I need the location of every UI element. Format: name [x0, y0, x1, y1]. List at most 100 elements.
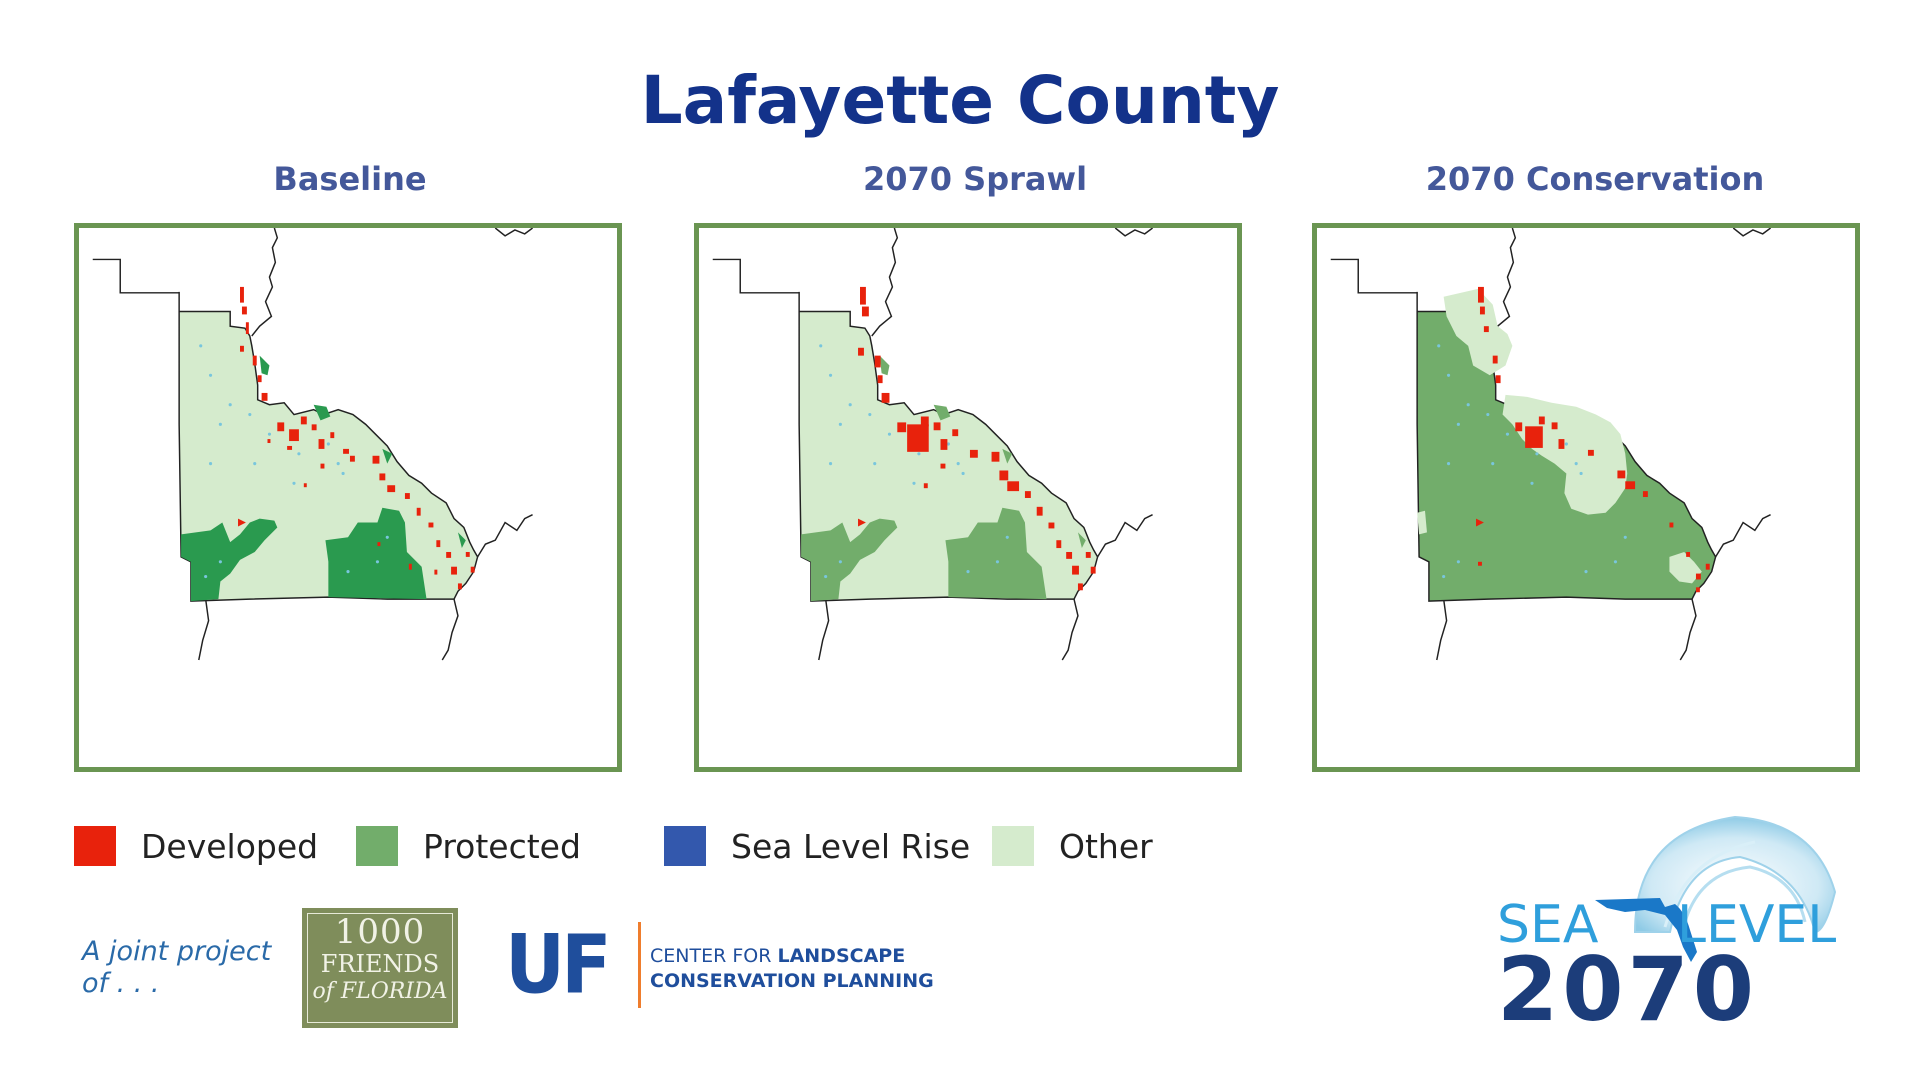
- water-feature: [248, 412, 252, 417]
- legend-developed: Developed: [74, 826, 318, 866]
- developed-area: [1625, 481, 1636, 490]
- developed-area: [907, 424, 929, 452]
- boundary-line: [1096, 514, 1153, 558]
- water-feature: [1446, 462, 1451, 466]
- other-land-area: [1443, 288, 1513, 376]
- developed-area: [287, 445, 293, 450]
- map-conservation-svg: [1330, 228, 1772, 661]
- county-map-group: [92, 228, 534, 661]
- water-feature: [966, 570, 970, 574]
- developed-area: [1515, 422, 1523, 432]
- water-feature: [1005, 535, 1009, 539]
- water-feature: [336, 462, 340, 466]
- water-feature: [1456, 422, 1460, 426]
- developed-area: [1587, 449, 1594, 456]
- developed-area: [1007, 481, 1020, 492]
- developed-area: [240, 286, 244, 303]
- sea-level-2070-logo: SEA LEVEL 2070: [1485, 812, 1845, 1041]
- developed-area: [874, 355, 881, 368]
- water-feature: [1486, 412, 1490, 417]
- boundary-line: [441, 598, 459, 661]
- developed-area: [991, 451, 1000, 462]
- map-baseline-svg: [92, 228, 534, 661]
- developed-area: [940, 463, 946, 469]
- water-feature: [873, 462, 877, 466]
- map-sprawl: [694, 223, 1242, 772]
- legend-swatch-other: [992, 826, 1034, 866]
- developed-area: [1077, 583, 1083, 591]
- water-feature: [868, 412, 872, 417]
- protected-area: [259, 355, 270, 376]
- protected-area: [457, 532, 466, 549]
- developed-area: [1705, 563, 1710, 570]
- town-marker: [238, 518, 246, 527]
- developed-area: [245, 322, 249, 335]
- water-feature: [1491, 462, 1495, 466]
- developed-area: [1551, 422, 1558, 430]
- protected-area: [1002, 448, 1013, 464]
- water-feature: [946, 442, 950, 446]
- protected-area: [801, 518, 898, 602]
- developed-area: [436, 540, 441, 548]
- water-feature: [267, 432, 272, 436]
- legend-label-protected: Protected: [423, 826, 581, 866]
- developed-area: [877, 375, 883, 384]
- protected-area: [933, 404, 951, 421]
- water-feature: [1584, 570, 1588, 574]
- water-feature: [228, 403, 232, 407]
- other-land-area: [1417, 510, 1427, 535]
- uf-logo: UF: [505, 917, 612, 1013]
- logo-level: LEVEL: [1677, 895, 1836, 955]
- developed-area: [1558, 439, 1565, 449]
- water-feature: [1613, 560, 1618, 564]
- water-feature: [1530, 481, 1534, 485]
- developed-area: [952, 429, 959, 437]
- legend-label-sea-level-rise: Sea Level Rise: [731, 826, 971, 866]
- water-feature: [1466, 403, 1470, 407]
- legend-swatch-sea-level-rise: [664, 826, 706, 866]
- boundary-line: [251, 228, 279, 337]
- water-feature: [1535, 452, 1539, 456]
- water-feature: [1446, 373, 1451, 377]
- developed-area: [446, 551, 452, 558]
- water-feature: [828, 373, 833, 377]
- water-feature: [956, 462, 960, 466]
- boundary-line: [92, 258, 180, 294]
- protected-area: [879, 355, 890, 376]
- water-feature: [1579, 471, 1583, 476]
- developed-area: [1056, 540, 1062, 549]
- uf-center-line2: CONSERVATION PLANNING: [650, 970, 934, 992]
- county-map-group: [712, 228, 1154, 661]
- developed-area: [408, 563, 412, 570]
- other-land-area: [1502, 394, 1628, 515]
- developed-area: [923, 483, 928, 489]
- water-feature: [297, 452, 301, 456]
- developed-area: [861, 306, 869, 317]
- developed-area: [1495, 375, 1501, 384]
- map-baseline: [74, 223, 622, 772]
- uf-logo-divider: [638, 922, 641, 1008]
- boundary-line: [1714, 514, 1771, 558]
- map-conservation: [1312, 223, 1860, 772]
- developed-area: [999, 470, 1009, 481]
- developed-area: [434, 569, 438, 575]
- developed-area: [1072, 565, 1079, 575]
- water-feature: [346, 570, 350, 574]
- developed-area: [1695, 573, 1701, 580]
- developed-area: [1478, 286, 1484, 303]
- developed-area: [377, 542, 381, 547]
- 1000-friends-logo: 1000 FRIENDS of FLORIDA: [302, 908, 458, 1028]
- developed-area: [372, 455, 380, 464]
- county-map-group: [1330, 228, 1772, 661]
- water-feature: [218, 422, 222, 426]
- developed-area: [1686, 551, 1691, 557]
- water-feature: [204, 574, 208, 579]
- uf-center-name: CENTER FOR LANDSCAPE CONSERVATION PLANNI…: [650, 944, 934, 994]
- developed-area: [1525, 426, 1543, 448]
- joint-project-text: A joint project of . . .: [82, 936, 272, 999]
- other-land-area: [1669, 551, 1702, 584]
- developed-area: [416, 507, 421, 516]
- developed-area: [261, 392, 268, 401]
- uf-center-line1b: LANDSCAPE: [777, 945, 906, 967]
- water-feature: [1442, 574, 1446, 579]
